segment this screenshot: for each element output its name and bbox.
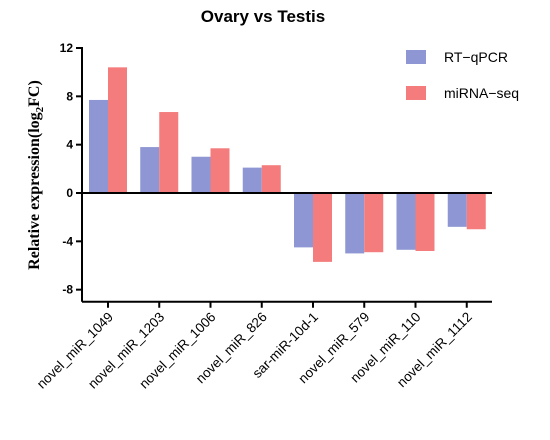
bar-mirna-seq-4 <box>313 193 332 262</box>
bar-mirna-seq-0 <box>108 67 127 193</box>
y-axis-label-tail: FC) <box>26 80 43 107</box>
y-axis-label-subscript: 2 <box>34 106 46 112</box>
y-tick-label-1: 8 <box>66 89 73 103</box>
y-tick-label-0: 12 <box>60 41 74 55</box>
y-tick-label-5: -8 <box>62 283 73 297</box>
y-tick-label-4: -4 <box>62 234 73 248</box>
bar-rt-qpcr-3 <box>242 167 262 193</box>
bar-rt-qpcr-4 <box>294 193 313 248</box>
y-tick-label-3: 0 <box>66 186 73 200</box>
legend-label-0: RT−qPCR <box>444 49 508 65</box>
bar-mirna-seq-2 <box>210 148 230 193</box>
bar-mirna-seq-1 <box>159 112 179 193</box>
legend-swatch-0 <box>406 50 426 64</box>
legend: RT−qPCR miRNA−seq <box>406 49 519 101</box>
legend-swatch-1 <box>406 86 426 100</box>
y-tick-label-2: 4 <box>66 138 73 152</box>
bar-rt-qpcr-2 <box>191 156 211 193</box>
bar-rt-qpcr-1 <box>140 147 160 193</box>
bars-group <box>89 67 486 262</box>
bar-mirna-seq-3 <box>261 165 281 193</box>
bar-rt-qpcr-0 <box>89 99 108 193</box>
bar-rt-qpcr-5 <box>345 193 365 254</box>
bar-rt-qpcr-7 <box>447 193 467 227</box>
bar-mirna-seq-7 <box>466 193 486 230</box>
bar-mirna-seq-5 <box>364 193 384 253</box>
chart-title: Ovary vs Testis <box>201 7 325 26</box>
y-axis-label: Relative expression(log2FC) <box>26 80 46 270</box>
legend-label-1: miRNA−seq <box>444 85 519 101</box>
bar-rt-qpcr-6 <box>396 193 416 250</box>
y-axis-label-main: Relative expression(log <box>26 112 43 269</box>
bar-mirna-seq-6 <box>415 193 435 251</box>
